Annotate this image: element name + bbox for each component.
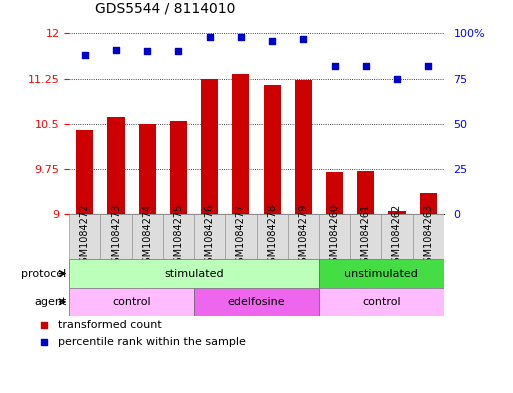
Bar (132, 214, 163, 259)
Text: GSM1084279: GSM1084279 (299, 204, 308, 270)
Point (362, 63, 370, 69)
Point (112, 46, 120, 53)
Text: GSM1084260: GSM1084260 (329, 204, 340, 269)
Point (40, 339, 48, 345)
Bar (264, 84, 281, 214)
Text: GSM1084262: GSM1084262 (392, 204, 402, 270)
Bar (319, 214, 350, 259)
Bar (319, 259, 444, 288)
Bar (288, 214, 319, 259)
Point (330, 63, 339, 69)
Text: control: control (362, 297, 401, 307)
Text: GSM1084278: GSM1084278 (267, 204, 277, 270)
Text: protocol: protocol (22, 268, 67, 279)
Point (237, 34, 245, 40)
Bar (319, 288, 444, 316)
Point (424, 63, 432, 69)
Text: GSM1084272: GSM1084272 (80, 204, 90, 270)
Text: GSM1084276: GSM1084276 (205, 204, 214, 270)
Text: GSM1084261: GSM1084261 (361, 204, 371, 269)
Text: stimulated: stimulated (164, 268, 224, 279)
Text: GSM1084275: GSM1084275 (173, 204, 184, 270)
Bar (350, 214, 381, 259)
Bar (357, 171, 374, 214)
Point (174, 48, 183, 55)
Bar (76, 130, 93, 214)
Bar (295, 81, 312, 214)
Text: unstimulated: unstimulated (344, 268, 418, 279)
Bar (412, 214, 444, 259)
Bar (163, 214, 194, 259)
Point (143, 48, 151, 55)
Text: agent: agent (34, 297, 67, 307)
Point (393, 75, 401, 82)
Bar (194, 288, 319, 316)
Bar (69, 288, 194, 316)
Bar (326, 172, 343, 214)
Point (299, 36, 307, 42)
Bar (225, 214, 256, 259)
Bar (101, 214, 132, 259)
Bar (201, 79, 218, 214)
Text: transformed count: transformed count (58, 320, 162, 331)
Bar (388, 211, 405, 214)
Bar (194, 214, 225, 259)
Bar (381, 214, 412, 259)
Text: GSM1084277: GSM1084277 (236, 204, 246, 270)
Text: percentile rank within the sample: percentile rank within the sample (58, 337, 246, 347)
Text: edelfosine: edelfosine (228, 297, 285, 307)
Point (268, 37, 276, 44)
Text: GSM1084273: GSM1084273 (111, 204, 121, 270)
Bar (232, 74, 249, 214)
Bar (420, 193, 437, 214)
Point (81, 52, 89, 58)
Text: GDS5544 / 8114010: GDS5544 / 8114010 (95, 2, 235, 16)
Text: GSM1084274: GSM1084274 (142, 204, 152, 270)
Bar (69, 259, 319, 288)
Bar (170, 121, 187, 214)
Bar (256, 214, 288, 259)
Text: control: control (112, 297, 151, 307)
Point (40, 322, 48, 329)
Bar (69, 214, 101, 259)
Point (206, 34, 214, 40)
Bar (108, 117, 125, 214)
Text: GSM1084263: GSM1084263 (423, 204, 433, 269)
Bar (139, 124, 156, 214)
